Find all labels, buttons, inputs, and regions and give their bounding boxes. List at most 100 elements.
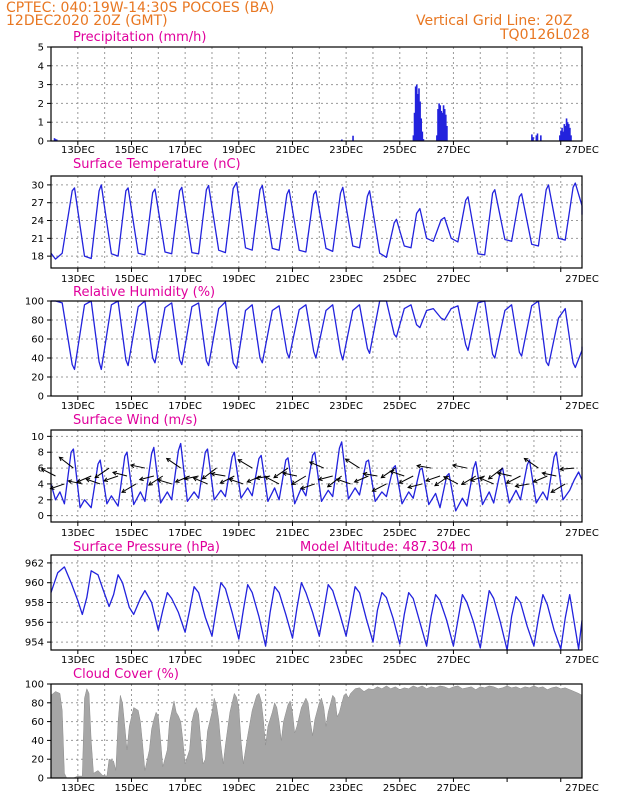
wind-arrow [50, 483, 65, 490]
precip-bar [420, 118, 423, 141]
precip-bar [421, 131, 424, 141]
wind-arrow [372, 483, 387, 492]
surface-wind-panel: 0 2 4 6 8 10 13DEC 15DEC 17DEC 19DEC 21DEC 23DEC 25D… [31, 413, 599, 539]
wind-arrow [59, 456, 74, 469]
x-tick-label: 21DEC [276, 655, 310, 666]
wind-arrow-head [76, 478, 82, 483]
wind-arrow-head [514, 483, 520, 489]
header-run-code: TQ0126L028 [500, 27, 590, 43]
x-tick-label: 21DEC [276, 274, 310, 285]
precip-bar [441, 112, 444, 141]
x-tick-label: 19DEC [222, 783, 256, 794]
y-tick-label: 21 [31, 234, 44, 245]
x-tick-label: 15DEC [115, 528, 149, 539]
precip-bar [415, 84, 418, 141]
wind-arrow [103, 475, 119, 482]
wind-arrow-head [103, 477, 109, 482]
wind-arrow [524, 458, 539, 469]
wind-arrow-head [129, 463, 135, 469]
wind-arrow-head [94, 473, 100, 479]
surface-wind-title: Surface Wind (m/s) [73, 413, 197, 428]
wind-arrow [86, 478, 101, 485]
precip-bar [565, 118, 568, 141]
y-tick-label: 40 [31, 736, 44, 747]
y-tick-label: 0 [38, 137, 44, 148]
x-tick-label: 27DEC [437, 783, 471, 794]
precip-bar [413, 112, 416, 141]
wind-arrow [398, 475, 414, 484]
wind-arrow [408, 483, 423, 489]
wind-arrow [246, 475, 262, 483]
header-location: CPTEC: 040:19W-14:30S POCOES (BA) [6, 0, 275, 16]
x-tick-label: 15DEC [115, 274, 149, 285]
x-tick-label: 27DEC [565, 401, 599, 412]
wind-arrow [157, 479, 172, 485]
y-tick-label: 4 [38, 61, 44, 72]
x-tick-label: 15DEC [115, 145, 149, 156]
x-tick-label: 15DEC [115, 401, 149, 412]
x-tick-label: 23DEC [329, 783, 363, 794]
y-tick-label: 960 [25, 578, 44, 589]
x-tick-label: 13DEC [61, 783, 95, 794]
wind-arrow [220, 475, 235, 484]
x-tick-label: 25DEC [383, 274, 417, 285]
relative-humidity-title: Relative Humidity (%) [73, 285, 215, 300]
x-tick-label: 27DEC [565, 783, 599, 794]
cloud-cover-area [50, 685, 583, 779]
wind-arrow [229, 478, 244, 485]
x-tick-label: 27DEC [437, 274, 471, 285]
precip-bar [536, 133, 539, 141]
precip-bar [352, 135, 354, 141]
y-tick-label: 24 [31, 216, 44, 227]
precip-bar [532, 137, 534, 141]
wind-arrow-head [192, 477, 198, 482]
x-tick-label: 25DEC [383, 145, 417, 156]
x-tick-label: 27DEC [565, 274, 599, 285]
wind-arrow [202, 467, 217, 480]
x-tick-label: 15DEC [115, 783, 149, 794]
wind-arrow [354, 475, 369, 483]
wind-arrow-head [442, 476, 448, 481]
precip-bar [562, 131, 564, 141]
x-tick-label: 17DEC [168, 401, 202, 412]
y-tick-label: 60 [31, 717, 44, 728]
wind-arrow-head [550, 488, 556, 493]
header-grid-note: Vertical Grid Line: 20Z [416, 13, 573, 29]
wind-arrow [515, 483, 530, 487]
wind-arrow [336, 478, 351, 485]
wind-arrow-head [523, 457, 529, 463]
y-tick-label: 27 [31, 198, 44, 209]
wind-arrow-head [121, 488, 127, 493]
x-tick-label: 27DEC [437, 528, 471, 539]
x-tick-label: 27DEC [437, 145, 471, 156]
wind-arrow [470, 475, 485, 482]
surface-temperature-line [50, 181, 583, 260]
x-tick-label: 17DEC [168, 655, 202, 666]
wind-arrow-head [344, 458, 350, 463]
precip-bar [436, 135, 438, 141]
precip-bar [414, 86, 417, 141]
surface-temperature-panel: 18 21 24 27 30 13DEC 15DEC 17DEC 19DEC 21DEC 23DEC… [31, 157, 599, 285]
precip-bar [412, 135, 415, 141]
wind-arrow-head [281, 471, 287, 476]
precip-bar [442, 105, 445, 141]
wind-arrow-head [371, 487, 377, 492]
wind-arrow-head [299, 485, 305, 490]
y-tick-label: 954 [25, 638, 44, 649]
wind-arrow [479, 477, 494, 485]
cloud-cover-frame [50, 683, 583, 779]
wind-arrow-head [478, 477, 484, 482]
y-tick-label: 8 [38, 448, 44, 459]
x-tick-label: 23DEC [329, 401, 363, 412]
x-tick-label: 17DEC [168, 528, 202, 539]
surface-wind-frame [50, 429, 583, 523]
y-tick-label: 956 [25, 618, 44, 629]
y-tick-label: 6 [38, 464, 44, 475]
x-tick-label: 13DEC [61, 145, 95, 156]
wind-arrow [300, 483, 315, 490]
precipitation-frame [50, 46, 583, 142]
x-tick-label: 19DEC [222, 655, 256, 666]
y-tick-label: 30 [31, 180, 44, 191]
wind-arrow-head [273, 473, 279, 479]
wind-arrow [461, 475, 477, 485]
